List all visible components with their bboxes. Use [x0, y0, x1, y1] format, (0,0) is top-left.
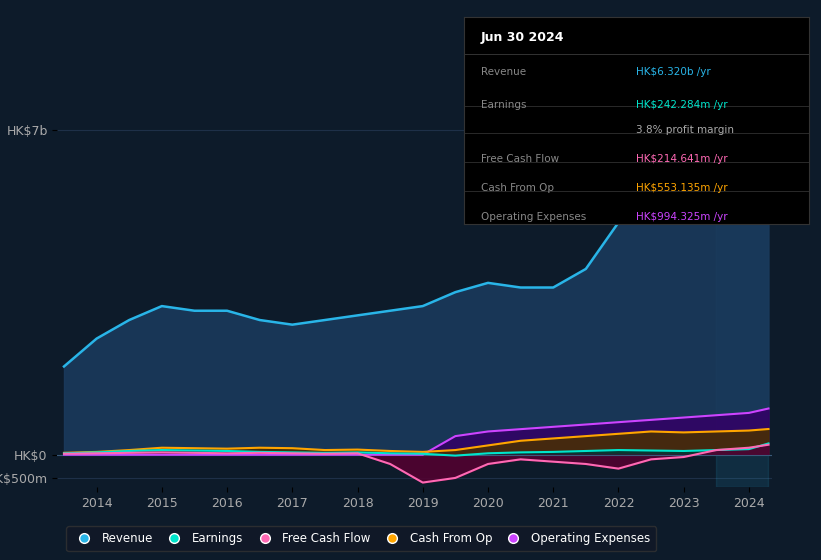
Text: Earnings: Earnings	[481, 100, 526, 110]
Text: Operating Expenses: Operating Expenses	[481, 212, 586, 222]
Text: Revenue: Revenue	[481, 67, 526, 77]
Text: 3.8% profit margin: 3.8% profit margin	[636, 124, 734, 134]
Legend: Revenue, Earnings, Free Cash Flow, Cash From Op, Operating Expenses: Revenue, Earnings, Free Cash Flow, Cash …	[67, 526, 656, 551]
Text: HK$242.284m /yr: HK$242.284m /yr	[636, 100, 728, 110]
Text: HK$6.320b /yr: HK$6.320b /yr	[636, 67, 711, 77]
Text: Cash From Op: Cash From Op	[481, 183, 554, 193]
Bar	[716, 106, 768, 487]
Text: Jun 30 2024: Jun 30 2024	[481, 31, 565, 44]
Text: HK$553.135m /yr: HK$553.135m /yr	[636, 183, 728, 193]
Text: Free Cash Flow: Free Cash Flow	[481, 153, 559, 164]
Text: HK$994.325m /yr: HK$994.325m /yr	[636, 212, 728, 222]
Text: HK$214.641m /yr: HK$214.641m /yr	[636, 153, 728, 164]
